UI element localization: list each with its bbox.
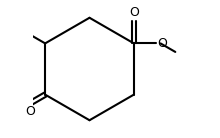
Text: O: O [157, 37, 167, 50]
Text: O: O [129, 6, 139, 19]
Text: O: O [25, 105, 35, 118]
